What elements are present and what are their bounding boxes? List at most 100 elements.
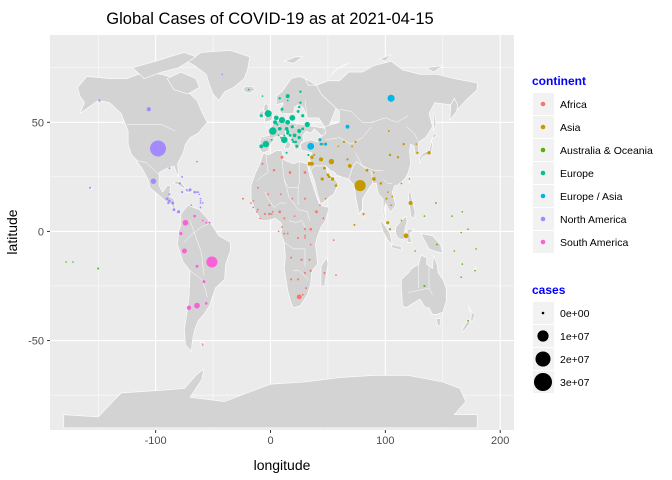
data-point (300, 258, 303, 261)
y-tick-label: 0 (38, 226, 44, 238)
data-point (271, 210, 274, 213)
data-point (296, 294, 302, 300)
data-point (285, 119, 291, 125)
data-point (387, 130, 390, 132)
data-point (461, 263, 464, 265)
land-greenland (186, 49, 251, 101)
legend-size-swatch (535, 351, 551, 367)
data-point (195, 264, 199, 268)
data-point (181, 248, 187, 254)
data-point (194, 302, 200, 309)
legend-color-keys: Africa Asia Australia & Oceania Europe Europ… (533, 93, 653, 253)
country-border (284, 178, 310, 221)
data-point (288, 171, 292, 174)
data-point (286, 232, 289, 235)
data-point (387, 94, 395, 102)
data-point (167, 201, 170, 205)
data-point (467, 228, 469, 230)
data-point (303, 271, 307, 274)
data-point (403, 233, 409, 239)
data-point (270, 138, 273, 141)
legend-color-swatch (540, 216, 546, 222)
legend-size-keys: 0e+00 1e+07 2e+07 3e+07 (533, 302, 590, 393)
data-points (65, 73, 477, 346)
land-novaya-zemlya (329, 63, 349, 77)
data-point (292, 140, 295, 144)
data-point (423, 215, 426, 217)
data-point (182, 219, 189, 226)
land-java (390, 244, 402, 251)
data-point (299, 101, 302, 104)
data-point (328, 158, 335, 165)
data-point (299, 90, 302, 93)
land-canadian-islands (132, 52, 197, 79)
data-point (296, 109, 300, 113)
data-point (280, 127, 282, 130)
data-point (198, 193, 201, 196)
land-svalbard (283, 56, 304, 64)
chart-title: Global Cases of COVID-19 as at 2021-04-1… (106, 10, 433, 28)
data-point (259, 114, 263, 118)
data-point (178, 182, 181, 185)
data-point (89, 186, 92, 189)
data-point (301, 114, 305, 118)
data-point (291, 138, 294, 141)
data-point (269, 127, 277, 135)
data-point (310, 155, 314, 159)
country-border (184, 222, 211, 243)
data-point (354, 180, 366, 192)
data-point (277, 126, 282, 131)
x-tick-label: 100 (376, 435, 394, 447)
data-point (150, 178, 157, 184)
legend-size-swatch (534, 373, 552, 391)
data-point (277, 230, 280, 233)
land-new-zealand-s (461, 320, 471, 333)
land-sulawesi (406, 228, 415, 243)
data-point (434, 202, 437, 204)
data-point (324, 142, 328, 146)
legend-color-swatch (540, 124, 546, 130)
data-point (345, 124, 350, 129)
land-australia (401, 254, 447, 315)
data-point (201, 202, 204, 204)
world-landmasses (63, 49, 478, 429)
country-border (136, 160, 160, 175)
legend-color-label: South America (560, 237, 628, 249)
data-point (206, 256, 218, 268)
country-border (256, 154, 269, 182)
data-point (280, 136, 282, 139)
country-border (339, 108, 374, 123)
land-kamchatka (449, 97, 459, 122)
data-point (346, 158, 349, 161)
data-point (391, 195, 394, 198)
data-point (305, 287, 308, 290)
data-point (402, 142, 405, 146)
data-point (280, 155, 284, 159)
data-point (309, 227, 313, 231)
data-point (186, 305, 192, 310)
data-point (264, 110, 272, 118)
data-point (286, 129, 290, 133)
data-point (290, 125, 294, 129)
data-point (323, 271, 326, 274)
data-point (283, 134, 286, 137)
data-point (199, 206, 202, 209)
data-point (301, 127, 305, 131)
data-point (414, 250, 417, 252)
data-point (308, 258, 311, 261)
data-point (400, 182, 403, 185)
land-baffin (166, 71, 200, 95)
legend-size-label: 1e+07 (560, 331, 590, 343)
data-point (353, 223, 356, 226)
data-point (261, 95, 264, 97)
country-border (189, 270, 208, 297)
land-madagascar (320, 256, 329, 287)
data-point (199, 202, 202, 204)
data-point (268, 212, 271, 216)
data-point (273, 115, 279, 121)
land-tasmania (435, 318, 441, 327)
data-point (204, 302, 208, 305)
land-severnaya (378, 54, 392, 62)
legend-size-swatch (541, 311, 545, 315)
data-point (347, 164, 352, 168)
